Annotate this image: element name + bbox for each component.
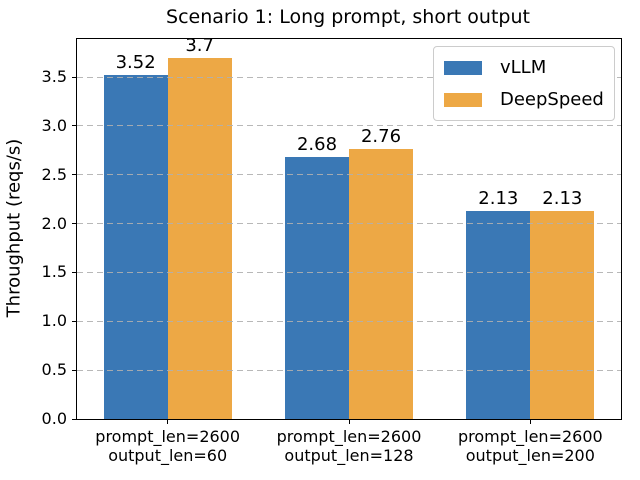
legend-swatch-vllm — [444, 60, 482, 75]
bar-deepspeed-group2 — [349, 149, 413, 419]
gridline-y-2.0 — [77, 223, 621, 225]
bar-value-label: 2.76 — [360, 126, 402, 148]
x-tick-label: prompt_len=2600 output_len=200 — [435, 427, 625, 465]
gridline-y-3.5 — [77, 76, 621, 78]
bar-value-label: 2.13 — [478, 187, 519, 209]
y-tick-label: 2.0 — [41, 213, 67, 233]
chart-title: Scenario 1: Long prompt, short output — [166, 6, 530, 28]
y-tick-label: 1.0 — [41, 311, 67, 331]
bar-value-label: 3.52 — [115, 52, 156, 74]
y-tick-mark — [72, 271, 76, 273]
x-tick-label-line: output_len=128 — [284, 446, 414, 465]
y-tick-mark — [72, 418, 76, 420]
bar-vllm-group2 — [285, 157, 349, 419]
y-tick-mark — [72, 76, 76, 78]
x-tick-mark — [167, 420, 169, 424]
x-tick-mark — [348, 420, 350, 424]
y-tick-label: 3.0 — [41, 115, 67, 135]
gridline-y-1.5 — [77, 271, 621, 273]
x-tick-label-line: output_len=60 — [108, 446, 228, 465]
bar-vllm-group3 — [466, 210, 531, 419]
x-tick-label: prompt_len=2600 output_len=60 — [73, 427, 263, 465]
legend-entry-deepspeed: DeepSpeed — [444, 88, 604, 111]
gridline-y-1.0 — [77, 320, 621, 322]
x-tick-label-line: output_len=200 — [465, 446, 595, 465]
legend: vLLM DeepSpeed — [433, 46, 615, 121]
x-tick-label-line: prompt_len=2600 — [457, 427, 603, 446]
y-tick-mark — [72, 125, 76, 127]
legend-swatch-deepspeed — [444, 92, 482, 107]
bar-deepspeed-group3 — [530, 210, 595, 419]
y-tick-mark — [72, 369, 76, 371]
x-tick-mark — [529, 420, 531, 424]
gridline-y-2.5 — [77, 174, 621, 176]
legend-label: vLLM — [500, 57, 547, 78]
y-tick-mark — [72, 174, 76, 176]
y-tick-label: 0.5 — [41, 360, 67, 380]
x-tick-label: prompt_len=2600 output_len=128 — [254, 427, 444, 465]
x-tick-label-line: prompt_len=2600 — [95, 427, 241, 446]
y-tick-mark — [72, 320, 76, 322]
bar-value-label: 3.7 — [185, 34, 214, 56]
y-tick-label: 1.5 — [41, 262, 67, 282]
gridline-y-0.5 — [77, 369, 621, 371]
bar-value-label: 2.68 — [296, 134, 338, 156]
y-tick-label: 2.5 — [41, 164, 67, 184]
y-tick-label: 0.0 — [41, 409, 67, 428]
y-tick-mark — [72, 223, 76, 225]
gridline-y-3.0 — [77, 125, 621, 127]
bar-vllm-group1 — [103, 75, 168, 419]
bar-deepspeed-group1 — [167, 57, 232, 419]
legend-label: DeepSpeed — [500, 89, 604, 110]
legend-entry-vllm: vLLM — [444, 56, 604, 79]
y-tick-label: 3.5 — [41, 67, 67, 87]
x-tick-label-line: prompt_len=2600 — [276, 427, 422, 446]
bar-value-label: 2.13 — [542, 187, 583, 209]
